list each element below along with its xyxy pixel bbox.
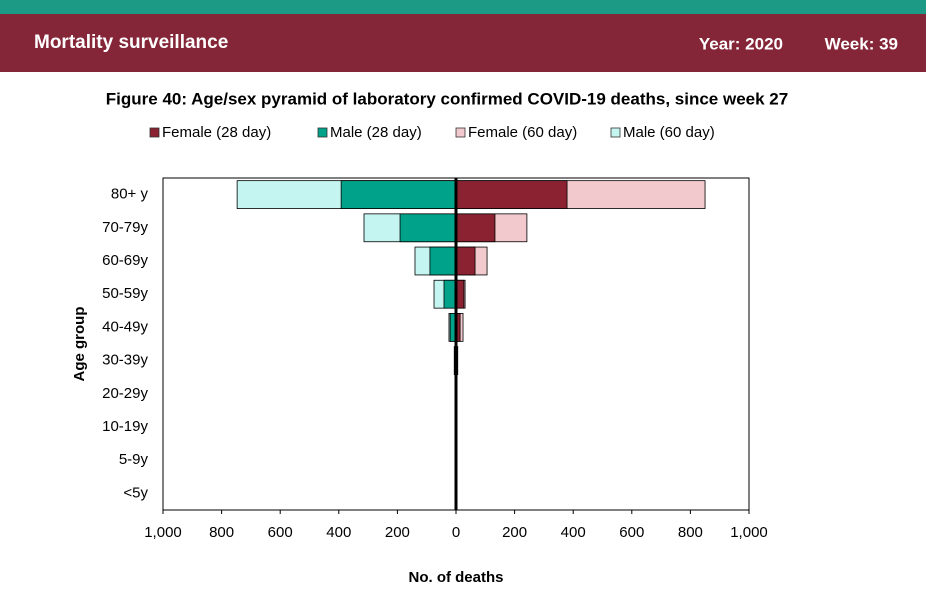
y-tick-label: 20-29y xyxy=(102,385,148,402)
x-tick-label: 800 xyxy=(678,524,703,541)
x-tick-label: 1,000 xyxy=(730,524,768,541)
bar xyxy=(456,247,475,275)
bar xyxy=(444,280,456,308)
bar xyxy=(400,214,456,242)
x-tick-label: 600 xyxy=(619,524,644,541)
legend-label: Male (60 day) xyxy=(623,124,715,141)
x-axis-title: No. of deaths xyxy=(408,569,503,586)
x-tick-label: 400 xyxy=(561,524,586,541)
legend-swatch xyxy=(150,128,159,137)
bar xyxy=(430,247,456,275)
y-tick-label: 50-59y xyxy=(102,285,148,302)
y-axis-title: Age group xyxy=(71,307,88,382)
x-tick-label: 400 xyxy=(326,524,351,541)
legend-swatch xyxy=(611,128,620,137)
legend-label: Female (28 day) xyxy=(162,124,271,141)
bar xyxy=(456,214,495,242)
header-year: Year: 2020 xyxy=(699,34,783,53)
y-tick-label: 60-69y xyxy=(102,252,148,269)
y-tick-label: 40-49y xyxy=(102,318,148,335)
legend-swatch xyxy=(318,128,327,137)
x-tick-label: 200 xyxy=(502,524,527,541)
x-tick-label: 600 xyxy=(268,524,293,541)
figure-title: Figure 40: Age/sex pyramid of laboratory… xyxy=(106,89,788,108)
header-week: Week: 39 xyxy=(825,34,898,53)
y-tick-label: 80+ y xyxy=(111,186,149,203)
y-tick-label: <5y xyxy=(123,484,148,501)
y-tick-label: 30-39y xyxy=(102,352,148,369)
y-tick-label: 10-19y xyxy=(102,418,148,435)
x-tick-label: 200 xyxy=(385,524,410,541)
legend-label: Female (60 day) xyxy=(468,124,577,141)
bar xyxy=(456,181,567,209)
top-strip xyxy=(0,0,926,14)
x-tick-label: 1,000 xyxy=(144,524,182,541)
legend-swatch xyxy=(456,128,465,137)
y-tick-label: 70-79y xyxy=(102,219,148,236)
x-tick-label: 800 xyxy=(209,524,234,541)
legend-label: Male (28 day) xyxy=(330,124,422,141)
bar xyxy=(341,181,456,209)
x-tick-label: 0 xyxy=(452,524,460,541)
y-tick-label: 5-9y xyxy=(119,451,149,468)
header-title: Mortality surveillance xyxy=(34,32,228,53)
